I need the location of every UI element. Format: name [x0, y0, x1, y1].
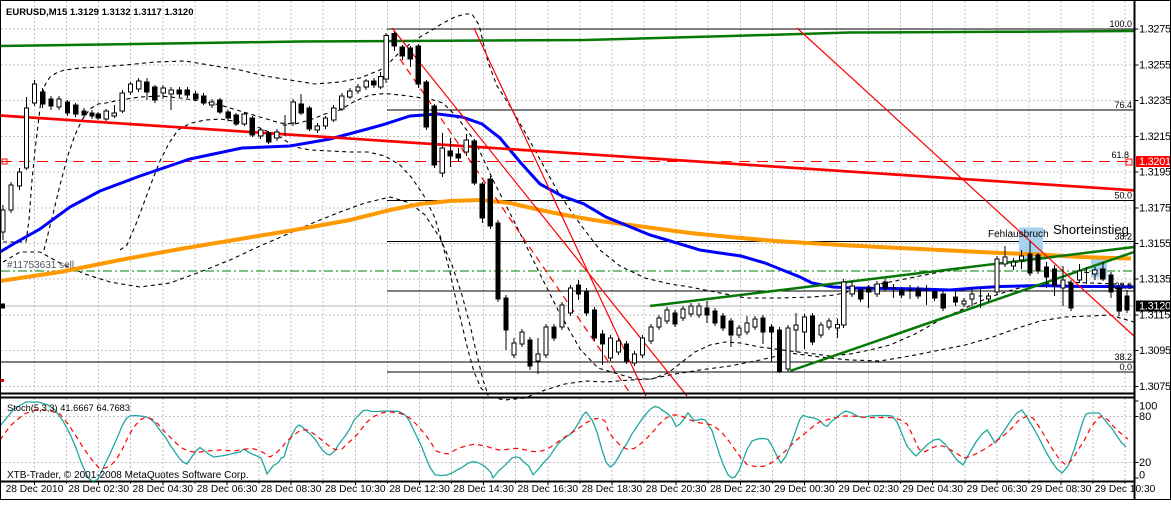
svg-text:28 Dec 10:30: 28 Dec 10:30	[325, 484, 386, 495]
svg-text:50.0: 50.0	[1114, 191, 1132, 201]
svg-text:0: 0	[1139, 470, 1145, 482]
svg-text:1.3235: 1.3235	[1139, 95, 1171, 107]
svg-text:Stoch(5,3,3) 41.6667 64.7683: Stoch(5,3,3) 41.6667 64.7683	[7, 403, 130, 413]
svg-text:28 Dec 22:30: 28 Dec 22:30	[710, 484, 771, 495]
svg-text:1.3075: 1.3075	[1139, 381, 1171, 393]
svg-text:29 Dec 08:30: 29 Dec 08:30	[1031, 484, 1092, 495]
svg-text:1.3155: 1.3155	[1139, 238, 1171, 250]
svg-text:1.3215: 1.3215	[1139, 131, 1171, 143]
svg-text:29 Dec 02:30: 29 Dec 02:30	[838, 484, 899, 495]
svg-text:80: 80	[1139, 411, 1151, 423]
svg-text:76.4: 76.4	[1114, 100, 1132, 110]
svg-text:20: 20	[1139, 457, 1151, 469]
svg-text:Shorteinstieg: Shorteinstieg	[1053, 222, 1129, 237]
svg-text:XTB-Trader, © 2001-2008 MetaQu: XTB-Trader, © 2001-2008 MetaQuotes Softw…	[7, 470, 249, 481]
svg-text:28 Dec 02:30: 28 Dec 02:30	[68, 484, 129, 495]
svg-text:0.0: 0.0	[1119, 362, 1132, 372]
svg-text:1.3175: 1.3175	[1139, 202, 1171, 214]
svg-text:100: 100	[1139, 401, 1157, 413]
svg-text:28 Dec 04:30: 28 Dec 04:30	[132, 484, 193, 495]
svg-text:28 Dec 12:30: 28 Dec 12:30	[389, 484, 450, 495]
svg-text:38.2: 38.2	[1114, 352, 1132, 362]
svg-text:29 Dec 06:30: 29 Dec 06:30	[967, 484, 1028, 495]
svg-text:1.3275: 1.3275	[1139, 24, 1171, 36]
svg-text:28 Dec 06:30: 28 Dec 06:30	[197, 484, 258, 495]
svg-text:1.3135: 1.3135	[1139, 274, 1171, 286]
svg-text:#11753631 sell: #11753631 sell	[7, 260, 74, 271]
svg-text:29 Dec 10:30: 29 Dec 10:30	[1095, 484, 1156, 495]
svg-text:1.3255: 1.3255	[1139, 59, 1171, 71]
svg-text:Fehlausbruch: Fehlausbruch	[988, 229, 1049, 240]
svg-text:29 Dec 04:30: 29 Dec 04:30	[902, 484, 963, 495]
svg-text:100.0: 100.0	[1109, 19, 1132, 29]
svg-text:1.3120: 1.3120	[1139, 301, 1171, 313]
svg-text:1.3115: 1.3115	[1139, 309, 1170, 321]
svg-text:28 Dec 20:30: 28 Dec 20:30	[646, 484, 707, 495]
svg-text:23.6: 23.6	[1114, 281, 1132, 291]
svg-text:61.8: 61.8	[1111, 150, 1129, 160]
svg-text:1.3095: 1.3095	[1139, 345, 1171, 357]
svg-text:28 Dec 16:30: 28 Dec 16:30	[517, 484, 578, 495]
svg-text:1.3195: 1.3195	[1139, 167, 1171, 179]
svg-text:EURUSD,M15 1.3129 1.3132 1.31: EURUSD,M15 1.3129 1.3132 1.3117 1.3120	[6, 7, 194, 18]
svg-text:28 Dec 14:30: 28 Dec 14:30	[453, 484, 514, 495]
svg-text:29 Dec 00:30: 29 Dec 00:30	[774, 484, 835, 495]
svg-text:1.3201: 1.3201	[1139, 156, 1171, 168]
svg-text:28 Dec 08:30: 28 Dec 08:30	[261, 484, 322, 495]
svg-text:28 Dec 18:30: 28 Dec 18:30	[582, 484, 643, 495]
svg-text:38.2: 38.2	[1114, 231, 1132, 241]
svg-text:28 Dec 2010: 28 Dec 2010	[6, 484, 64, 495]
